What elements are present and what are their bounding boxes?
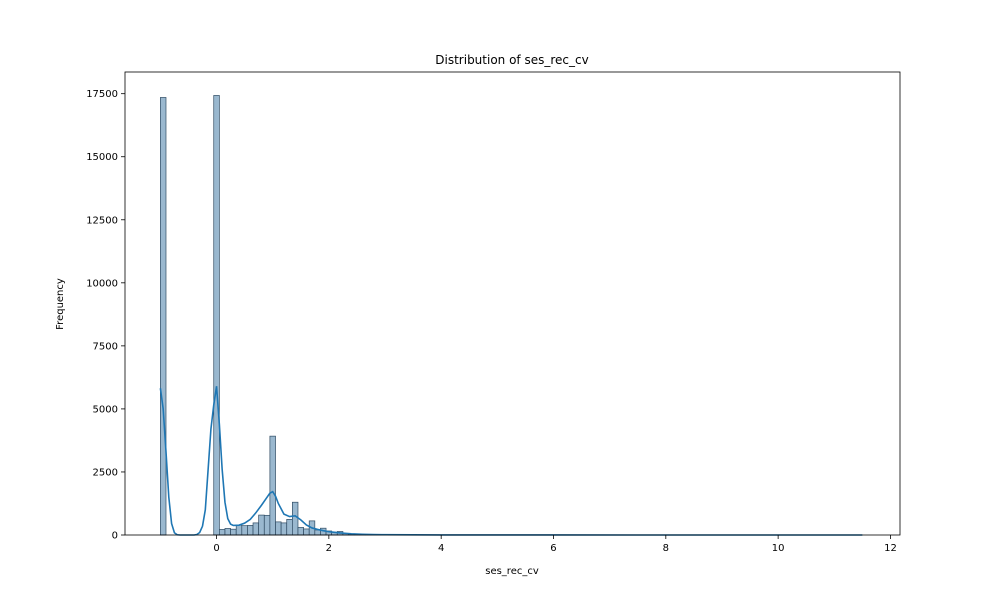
chart-title: Distribution of ses_rec_cv	[435, 53, 588, 67]
y-tick-label: 17500	[86, 89, 118, 100]
y-tick-label: 15000	[86, 152, 118, 163]
histogram-bar	[314, 529, 321, 536]
plot-area-frame	[124, 71, 901, 536]
histogram-bar	[241, 525, 248, 536]
y-axis-label: Frequency	[55, 278, 66, 330]
histogram-bar	[235, 524, 243, 536]
histogram-bar	[303, 528, 310, 536]
x-tick-label: 10	[772, 543, 785, 554]
histogram-bar	[230, 528, 237, 536]
histogram-bar	[160, 97, 167, 536]
x-tick-label: 6	[550, 543, 556, 554]
histogram-bar	[258, 514, 265, 536]
histogram-bar	[269, 435, 276, 536]
histogram-bar	[219, 529, 226, 536]
x-tick-label: 8	[663, 543, 669, 554]
histogram-bar	[224, 528, 231, 536]
histogram-bar	[263, 514, 271, 536]
y-tick-label: 10000	[86, 278, 118, 289]
x-tick-label: 2	[326, 543, 332, 554]
x-axis-label: ses_rec_cv	[485, 566, 539, 577]
histogram-bar	[247, 525, 254, 536]
x-tick-label: 12	[884, 543, 897, 554]
x-axis-ticks: 0 2 4 6 8 10 12	[213, 535, 897, 554]
histogram-bar	[275, 521, 282, 536]
histogram-bar	[292, 501, 299, 536]
y-tick-label: 5000	[93, 404, 118, 415]
histogram-bar	[280, 522, 288, 536]
y-tick-label: 0	[112, 531, 118, 542]
histogram-bar	[286, 519, 293, 536]
y-axis-ticks: 0 2500 5000 7500 10000 12500 15000 17500	[86, 89, 125, 542]
y-tick-label: 2500	[93, 467, 118, 478]
histogram-bar	[213, 95, 220, 536]
x-tick-label: 0	[213, 543, 219, 554]
y-tick-label: 12500	[86, 215, 118, 226]
x-tick-label: 4	[438, 543, 444, 554]
histogram-bar	[252, 522, 260, 536]
histogram-bar	[297, 527, 304, 536]
y-tick-label: 7500	[93, 341, 118, 352]
